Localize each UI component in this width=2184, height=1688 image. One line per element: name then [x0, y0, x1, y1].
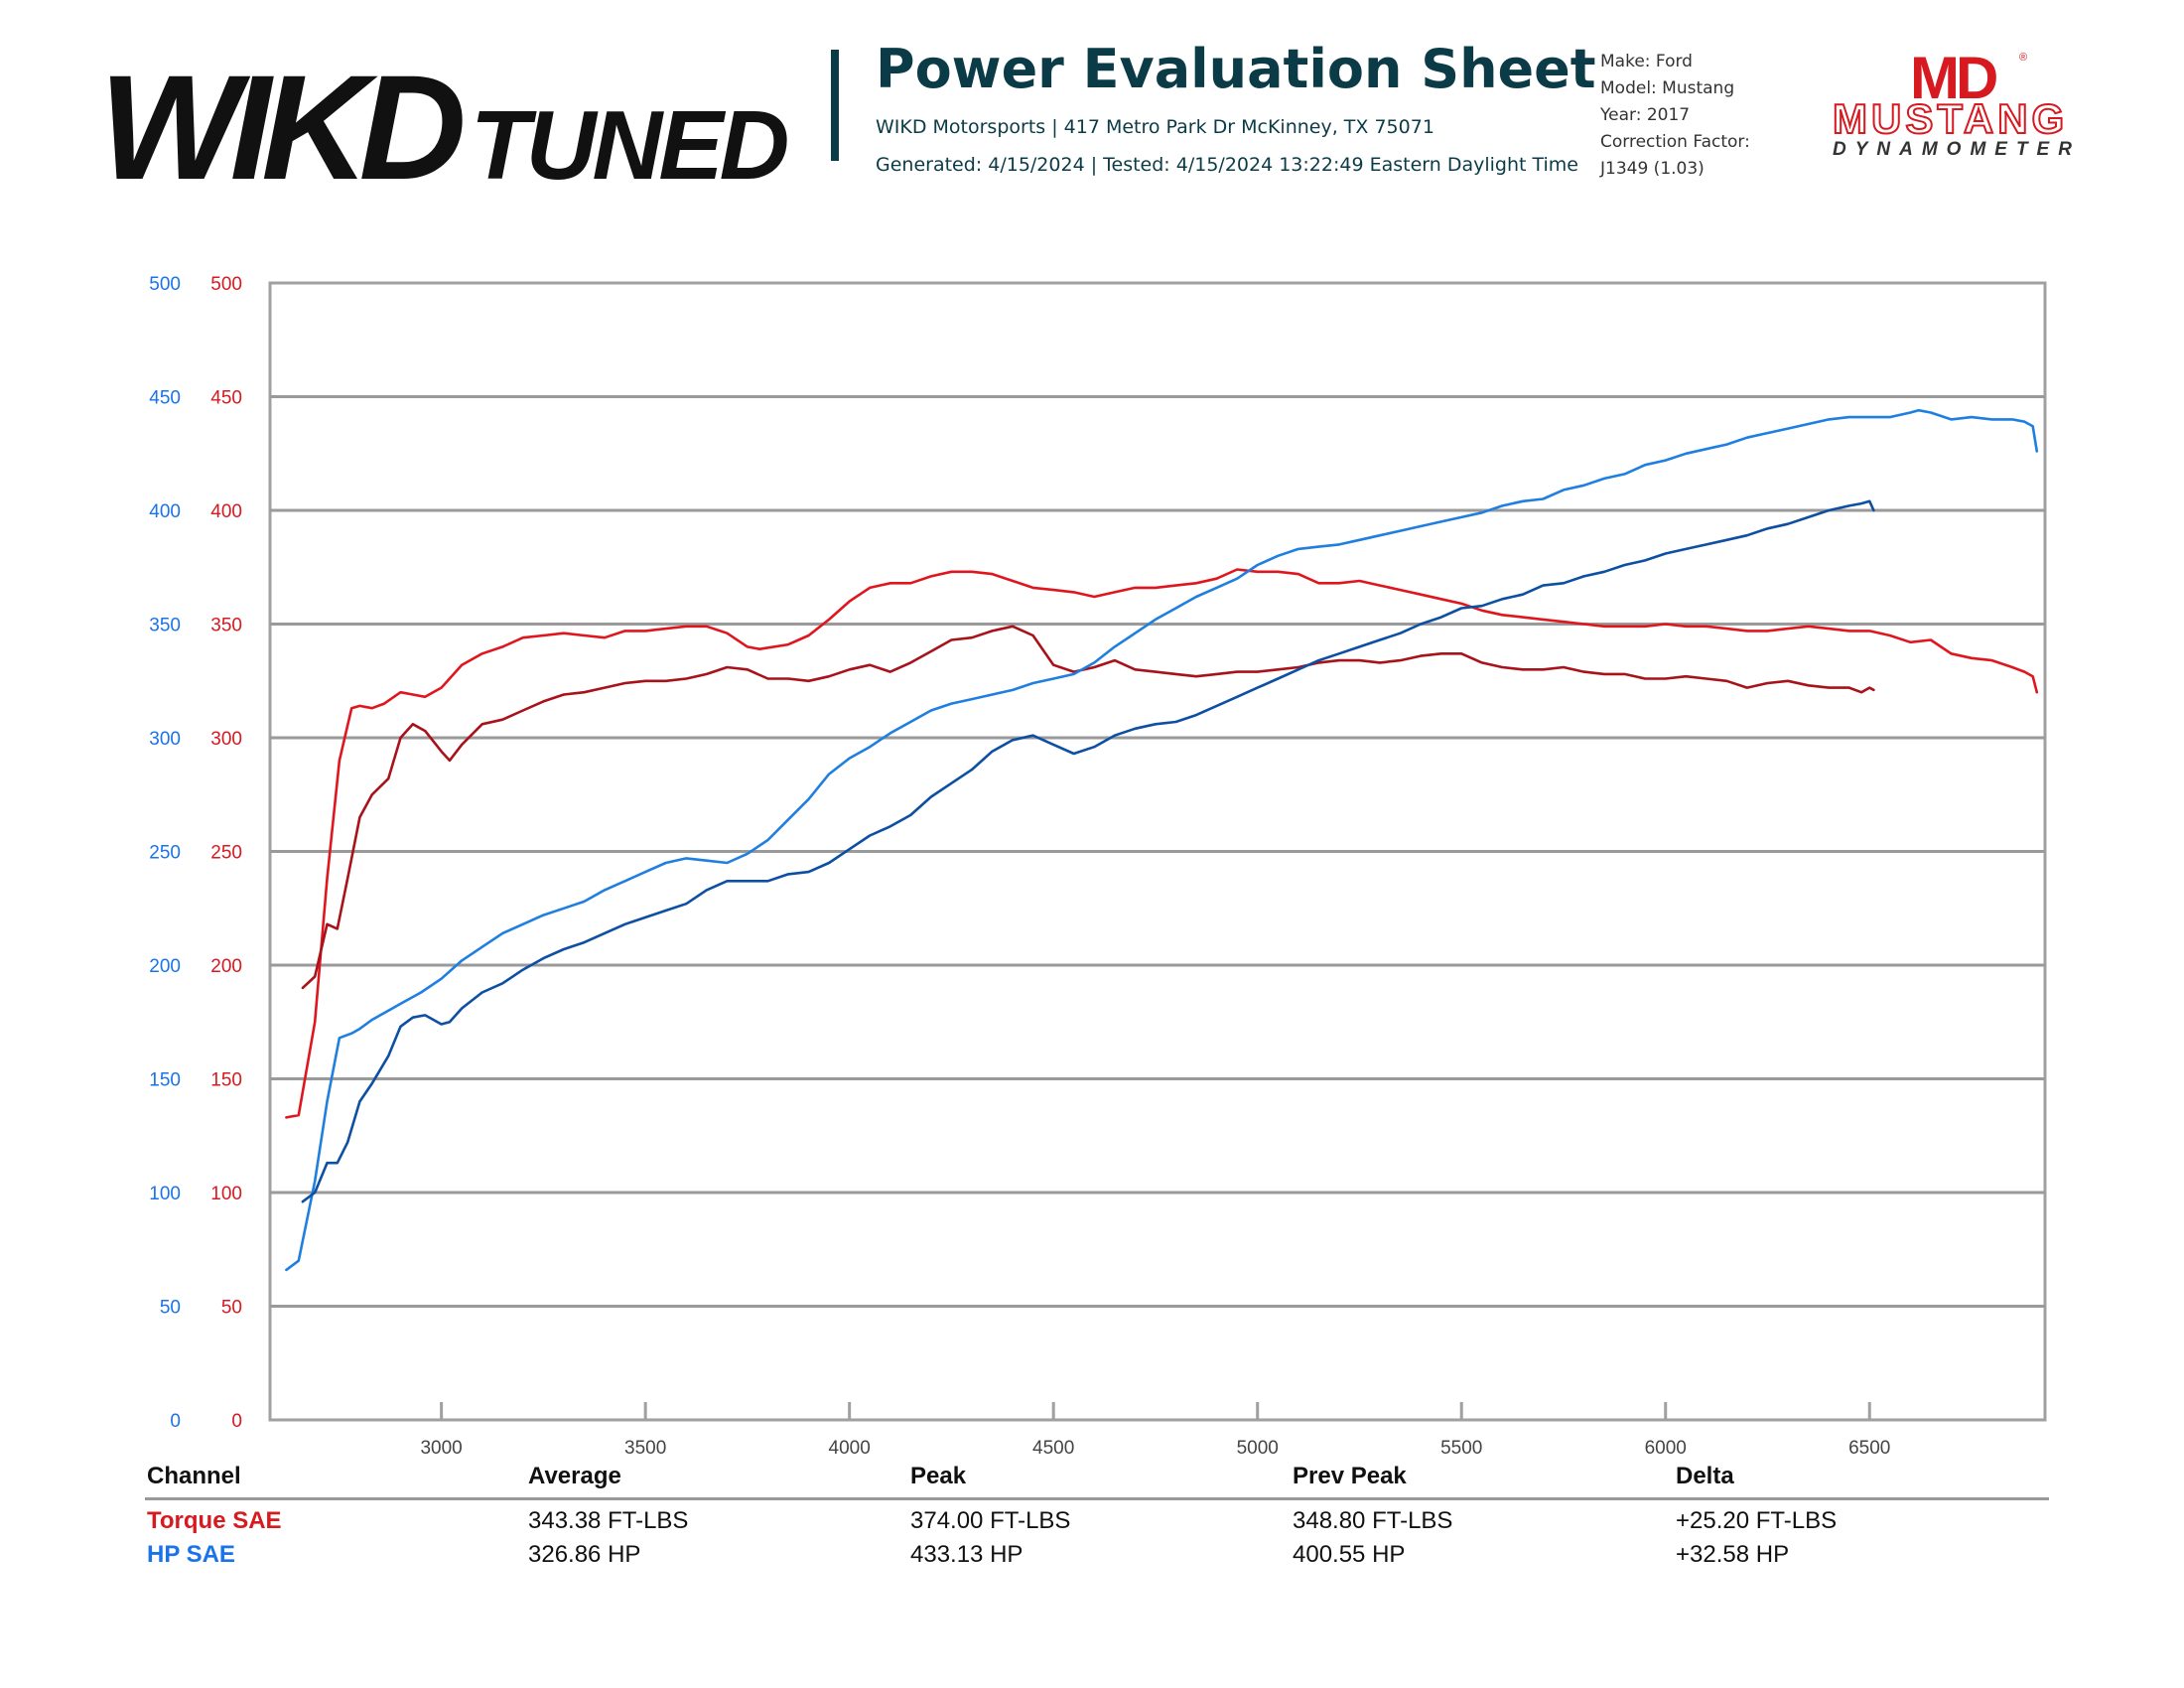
md-logo-name: MUSTANG	[1832, 94, 2069, 143]
table-header-peak: Peak	[910, 1463, 967, 1489]
series-line-previous-torque	[301, 625, 1875, 990]
row-torque-channel: Torque SAE	[147, 1507, 282, 1534]
y-tick-tq-100: 100	[210, 1184, 242, 1204]
y-tick-tq-400: 400	[210, 501, 242, 522]
row-hp-peak: 433.13 HP	[910, 1541, 1024, 1568]
vehicle-make: Make: Ford	[1600, 52, 1693, 71]
correction-factor-label: Correction Factor:	[1600, 132, 1750, 152]
row-torque-peak: 374.00 FT-LBS	[910, 1507, 1071, 1534]
page-title: Power Evaluation Sheet	[876, 38, 1596, 100]
md-logo-tagline: DYNAMOMETER	[1833, 139, 2081, 160]
y-tick-hp-150: 150	[149, 1070, 181, 1091]
y-tick-hp-0: 0	[170, 1411, 181, 1432]
shop-address: WIKD Motorsports | 417 Metro Park Dr McK…	[876, 116, 1434, 138]
y-tick-tq-300: 300	[210, 729, 242, 750]
series-line-current-torque	[285, 568, 2039, 1119]
x-tick-4000: 4000	[829, 1438, 871, 1459]
table-header-channel: Channel	[147, 1463, 241, 1489]
x-tick-5500: 5500	[1440, 1438, 1482, 1459]
table-divider	[145, 1497, 2049, 1500]
row-torque-delta: +25.20 FT-LBS	[1676, 1507, 1838, 1534]
y-tick-tq-500: 500	[210, 274, 242, 295]
vehicle-model: Model: Mustang	[1600, 78, 1735, 98]
header-divider	[831, 50, 839, 161]
x-tick-5000: 5000	[1237, 1438, 1279, 1459]
y-tick-hp-300: 300	[149, 729, 181, 750]
y-tick-hp-50: 50	[160, 1298, 181, 1319]
y-tick-hp-350: 350	[149, 616, 181, 636]
x-tick-3000: 3000	[420, 1438, 462, 1459]
series-line-previous-hp	[301, 499, 1875, 1203]
registered-mark: ®	[2019, 52, 2028, 64]
y-tick-tq-450: 450	[210, 388, 242, 409]
series-line-current-hp	[285, 408, 2039, 1272]
x-tick-6500: 6500	[1848, 1438, 1890, 1459]
row-torque-average: 343.38 FT-LBS	[528, 1507, 689, 1534]
table-header-delta: Delta	[1676, 1463, 1734, 1489]
y-tick-hp-200: 200	[149, 956, 181, 977]
x-tick-3500: 3500	[624, 1438, 666, 1459]
y-tick-tq-250: 250	[210, 843, 242, 864]
y-tick-hp-100: 100	[149, 1184, 181, 1204]
y-tick-tq-350: 350	[210, 616, 242, 636]
correction-factor-value: J1349 (1.03)	[1600, 159, 1705, 179]
row-hp-delta: +32.58 HP	[1676, 1541, 1790, 1568]
md-logo-letters: MD	[1910, 45, 1998, 111]
y-tick-tq-200: 200	[210, 956, 242, 977]
row-hp-prev-peak: 400.55 HP	[1293, 1541, 1406, 1568]
logo-main-text: WIKD	[99, 44, 467, 211]
x-tick-6000: 6000	[1645, 1438, 1687, 1459]
table-header-prev-peak: Prev Peak	[1293, 1463, 1407, 1489]
y-tick-tq-150: 150	[210, 1070, 242, 1091]
table-header-average: Average	[528, 1463, 621, 1489]
test-date-line: Generated: 4/15/2024 | Tested: 4/15/2024…	[876, 154, 1578, 176]
wikd-tuned-logo: WIKD TUNED	[99, 42, 790, 213]
y-tick-hp-400: 400	[149, 501, 181, 522]
row-hp-channel: HP SAE	[147, 1541, 235, 1568]
y-tick-hp-450: 450	[149, 388, 181, 409]
y-tick-tq-50: 50	[221, 1298, 242, 1319]
vehicle-year: Year: 2017	[1600, 105, 1691, 125]
logo-secondary-text: TUNED	[470, 90, 790, 200]
row-hp-average: 326.86 HP	[528, 1541, 641, 1568]
y-tick-tq-0: 0	[231, 1411, 242, 1432]
row-torque-prev-peak: 348.80 FT-LBS	[1293, 1507, 1453, 1534]
y-tick-hp-500: 500	[149, 274, 181, 295]
x-tick-4500: 4500	[1032, 1438, 1074, 1459]
y-tick-hp-250: 250	[149, 843, 181, 864]
